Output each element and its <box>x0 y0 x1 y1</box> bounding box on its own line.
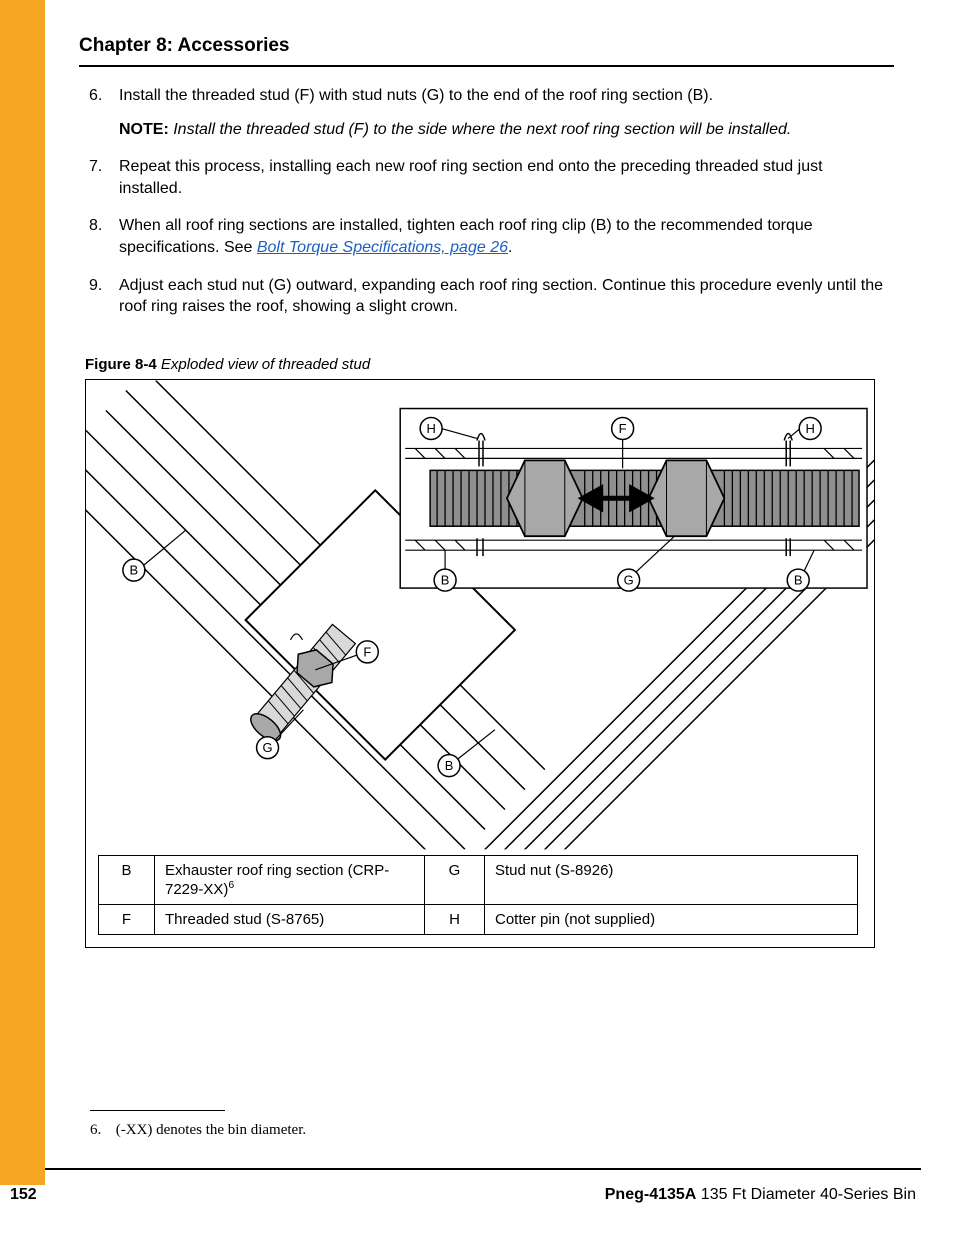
page-number: 152 <box>10 1186 37 1204</box>
note-text: Install the threaded stud (F) to the sid… <box>173 121 791 138</box>
step-8: 8. When all roof ring sections are insta… <box>115 215 885 258</box>
page-content: Chapter 8: Accessories 6. Install the th… <box>85 35 885 948</box>
legend-key: B <box>99 855 155 904</box>
footnote: 6. (-XX) denotes the bin diameter. <box>90 1122 306 1139</box>
step-text: Repeat this process, installing each new… <box>119 158 823 197</box>
note-label: NOTE: <box>119 121 169 138</box>
step-number: 7. <box>89 156 102 178</box>
step-6: 6. Install the threaded stud (F) with st… <box>115 85 885 140</box>
step-9: 9. Adjust each stud nut (G) outward, exp… <box>115 275 885 318</box>
footnote-number: 6. <box>90 1122 112 1139</box>
step-text: Adjust each stud nut (G) outward, expand… <box>119 277 883 316</box>
footer-rule <box>45 1168 921 1170</box>
figure-container: H F H B G B B F G B <box>85 379 875 948</box>
sidebar-stripe <box>0 0 45 1185</box>
figure-caption: Exploded view of threaded stud <box>161 356 370 373</box>
step-text: Install the threaded stud (F) with stud … <box>119 87 713 104</box>
footer-right: Pneg-4135A 135 Ft Diameter 40-Series Bin <box>605 1186 916 1204</box>
step-note: NOTE: Install the threaded stud (F) to t… <box>119 119 885 141</box>
svg-text:B: B <box>441 572 450 587</box>
svg-text:B: B <box>445 758 454 773</box>
document-desc: 135 Ft Diameter 40-Series Bin <box>701 1186 916 1203</box>
footnote-rule <box>90 1110 225 1111</box>
table-row: F Threaded stud (S-8765) H Cotter pin (n… <box>99 904 858 934</box>
step-number: 6. <box>89 85 102 107</box>
svg-text:F: F <box>619 421 627 436</box>
step-number: 8. <box>89 215 102 237</box>
svg-text:B: B <box>794 572 803 587</box>
legend-key: F <box>99 904 155 934</box>
legend-key: H <box>425 904 485 934</box>
step-7: 7. Repeat this process, installing each … <box>115 156 885 199</box>
legend-desc: Cotter pin (not supplied) <box>485 904 858 934</box>
svg-text:H: H <box>805 421 814 436</box>
legend-key: G <box>425 855 485 904</box>
bolt-torque-link[interactable]: Bolt Torque Specifications, page 26 <box>257 239 508 256</box>
legend-desc: Stud nut (S-8926) <box>485 855 858 904</box>
table-row: B Exhauster roof ring section (CRP-7229-… <box>99 855 858 904</box>
svg-text:F: F <box>363 644 371 659</box>
figure-number: Figure 8-4 <box>85 356 157 373</box>
svg-text:G: G <box>624 572 634 587</box>
legend-desc: Exhauster roof ring section (CRP-7229-XX… <box>155 855 425 904</box>
figure-legend-table: B Exhauster roof ring section (CRP-7229-… <box>98 855 858 935</box>
svg-text:G: G <box>263 740 273 755</box>
procedure-steps: 6. Install the threaded stud (F) with st… <box>115 85 885 318</box>
footnote-text: (-XX) denotes the bin diameter. <box>116 1122 306 1138</box>
figure-title: Figure 8-4 Exploded view of threaded stu… <box>85 356 885 373</box>
legend-desc: Threaded stud (S-8765) <box>155 904 425 934</box>
svg-text:H: H <box>426 421 435 436</box>
document-code: Pneg-4135A <box>605 1186 697 1203</box>
chapter-title: Chapter 8: Accessories <box>79 35 894 67</box>
exploded-view-diagram: H F H B G B B F G B <box>86 380 874 850</box>
step-text-tail: . <box>508 239 512 256</box>
step-number: 9. <box>89 275 102 297</box>
svg-text:B: B <box>130 562 139 577</box>
